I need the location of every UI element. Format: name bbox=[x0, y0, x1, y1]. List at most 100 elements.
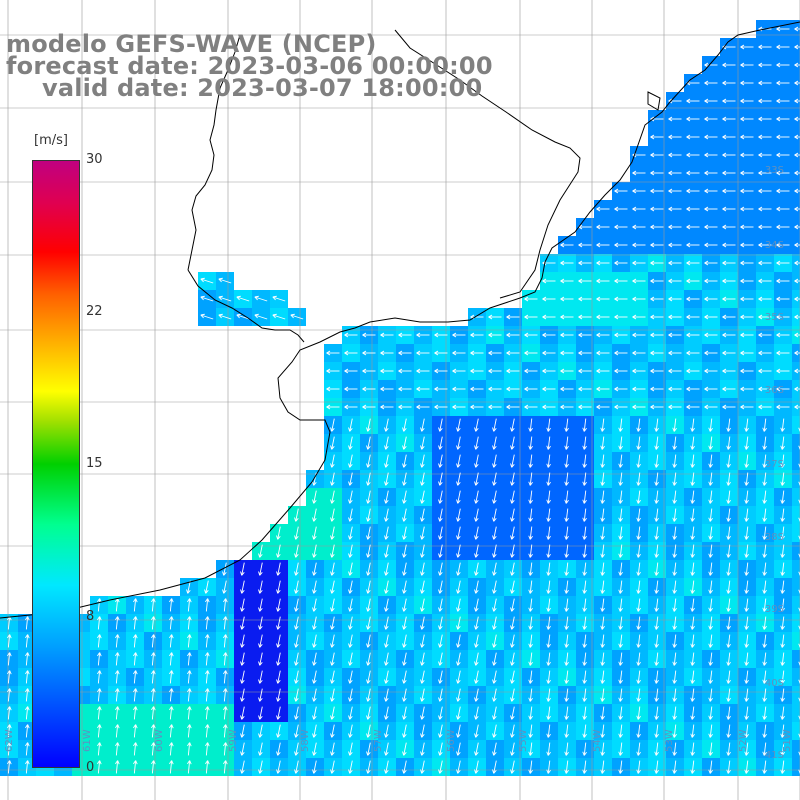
wind-arrow bbox=[564, 580, 569, 594]
wind-arrow bbox=[151, 670, 156, 684]
wind-arrow bbox=[636, 580, 641, 594]
wind-arrow bbox=[438, 706, 443, 720]
wind-arrow bbox=[668, 314, 682, 320]
wind-arrow bbox=[582, 742, 587, 756]
wind-arrow bbox=[344, 386, 358, 392]
wind-arrow bbox=[348, 652, 353, 666]
wind-arrow bbox=[762, 418, 767, 432]
wind-arrow bbox=[420, 490, 425, 504]
wind-arrow bbox=[348, 562, 353, 576]
wind-arrow bbox=[169, 616, 174, 630]
wind-arrow bbox=[758, 152, 772, 158]
wind-arrow bbox=[492, 724, 497, 738]
wind-arrow bbox=[276, 580, 281, 594]
wind-arrow bbox=[780, 616, 785, 630]
wind-arrow bbox=[794, 134, 800, 140]
wind-arrow bbox=[348, 436, 353, 450]
wind-arrow bbox=[636, 742, 641, 756]
wind-arrow bbox=[704, 170, 718, 176]
wind-arrow bbox=[510, 760, 515, 774]
lon-label: 61W bbox=[82, 729, 93, 752]
wind-arrow bbox=[758, 386, 772, 392]
wind-arrow bbox=[456, 544, 461, 558]
wind-vectors bbox=[7, 26, 800, 774]
wind-arrow bbox=[510, 418, 515, 432]
wind-arrow bbox=[672, 436, 677, 450]
wind-arrow bbox=[402, 454, 407, 468]
wind-arrow bbox=[218, 277, 232, 284]
wind-arrow bbox=[686, 224, 700, 230]
wind-arrow bbox=[151, 616, 156, 630]
wind-arrow bbox=[492, 472, 497, 486]
wind-arrow bbox=[312, 634, 317, 648]
wind-arrow bbox=[708, 616, 713, 630]
wind-arrow bbox=[384, 490, 389, 504]
lon-label: 55W bbox=[518, 729, 529, 752]
wind-arrow bbox=[151, 706, 156, 720]
wind-arrow bbox=[672, 652, 677, 666]
wind-arrow bbox=[546, 418, 551, 432]
wind-arrow bbox=[780, 688, 785, 702]
wind-arrow bbox=[614, 296, 628, 302]
wind-speed-cell bbox=[792, 452, 800, 470]
wind-arrow bbox=[524, 404, 538, 410]
wind-arrow bbox=[618, 634, 623, 648]
wind-arrow bbox=[600, 688, 605, 702]
wind-arrow bbox=[456, 526, 461, 540]
wind-arrow bbox=[384, 724, 389, 738]
wind-arrow bbox=[650, 260, 664, 266]
wind-arrow bbox=[618, 688, 623, 702]
wind-arrow bbox=[200, 295, 214, 302]
wind-arrow bbox=[668, 206, 682, 212]
wind-arrow bbox=[690, 508, 695, 522]
wind-arrow bbox=[794, 350, 800, 356]
wind-arrow bbox=[686, 170, 700, 176]
wind-arrow bbox=[366, 706, 371, 720]
wind-arrow bbox=[420, 472, 425, 486]
wind-arrow bbox=[492, 652, 497, 666]
wind-arrow bbox=[330, 562, 335, 576]
wind-speed-cell bbox=[792, 434, 800, 452]
wind-arrow bbox=[758, 80, 772, 86]
wind-arrow bbox=[258, 670, 263, 684]
wind-arrow bbox=[151, 598, 156, 612]
wind-arrow bbox=[758, 44, 772, 50]
wind-arrow bbox=[740, 170, 754, 176]
colorbar-tick: 30 bbox=[86, 152, 103, 167]
wind-arrow bbox=[794, 44, 800, 50]
wind-arrow bbox=[762, 742, 767, 756]
wind-arrow bbox=[402, 652, 407, 666]
wind-arrow bbox=[722, 404, 736, 410]
coastline bbox=[0, 21, 800, 619]
wind-arrow bbox=[97, 634, 102, 648]
wind-arrow bbox=[420, 454, 425, 468]
wind-arrow bbox=[632, 368, 646, 374]
wind-arrow bbox=[204, 580, 209, 594]
wind-arrow bbox=[380, 404, 394, 410]
wind-arrow bbox=[456, 418, 461, 432]
wind-arrow bbox=[402, 544, 407, 558]
wind-speed-cell bbox=[792, 506, 800, 524]
wind-arrow bbox=[650, 314, 664, 320]
wind-arrow bbox=[596, 260, 610, 266]
wind-arrow bbox=[776, 332, 790, 338]
wind-arrow bbox=[632, 332, 646, 338]
wind-arrow bbox=[348, 724, 353, 738]
wind-arrow bbox=[384, 454, 389, 468]
wind-arrow bbox=[115, 634, 120, 648]
wind-arrow bbox=[384, 616, 389, 630]
wind-arrow bbox=[618, 526, 623, 540]
wind-arrow bbox=[492, 760, 497, 774]
wind-arrow bbox=[654, 454, 659, 468]
colorbar-tick: 22 bbox=[86, 304, 103, 319]
wind-arrow bbox=[690, 742, 695, 756]
wind-arrow bbox=[492, 490, 497, 504]
wind-arrow bbox=[133, 634, 138, 648]
wind-arrow bbox=[402, 616, 407, 630]
lat-label: 40S bbox=[765, 678, 784, 689]
wind-arrow bbox=[740, 386, 754, 392]
wind-arrow bbox=[205, 706, 210, 720]
wind-arrow bbox=[380, 386, 394, 392]
wind-arrow bbox=[366, 562, 371, 576]
wind-arrow bbox=[344, 350, 358, 356]
